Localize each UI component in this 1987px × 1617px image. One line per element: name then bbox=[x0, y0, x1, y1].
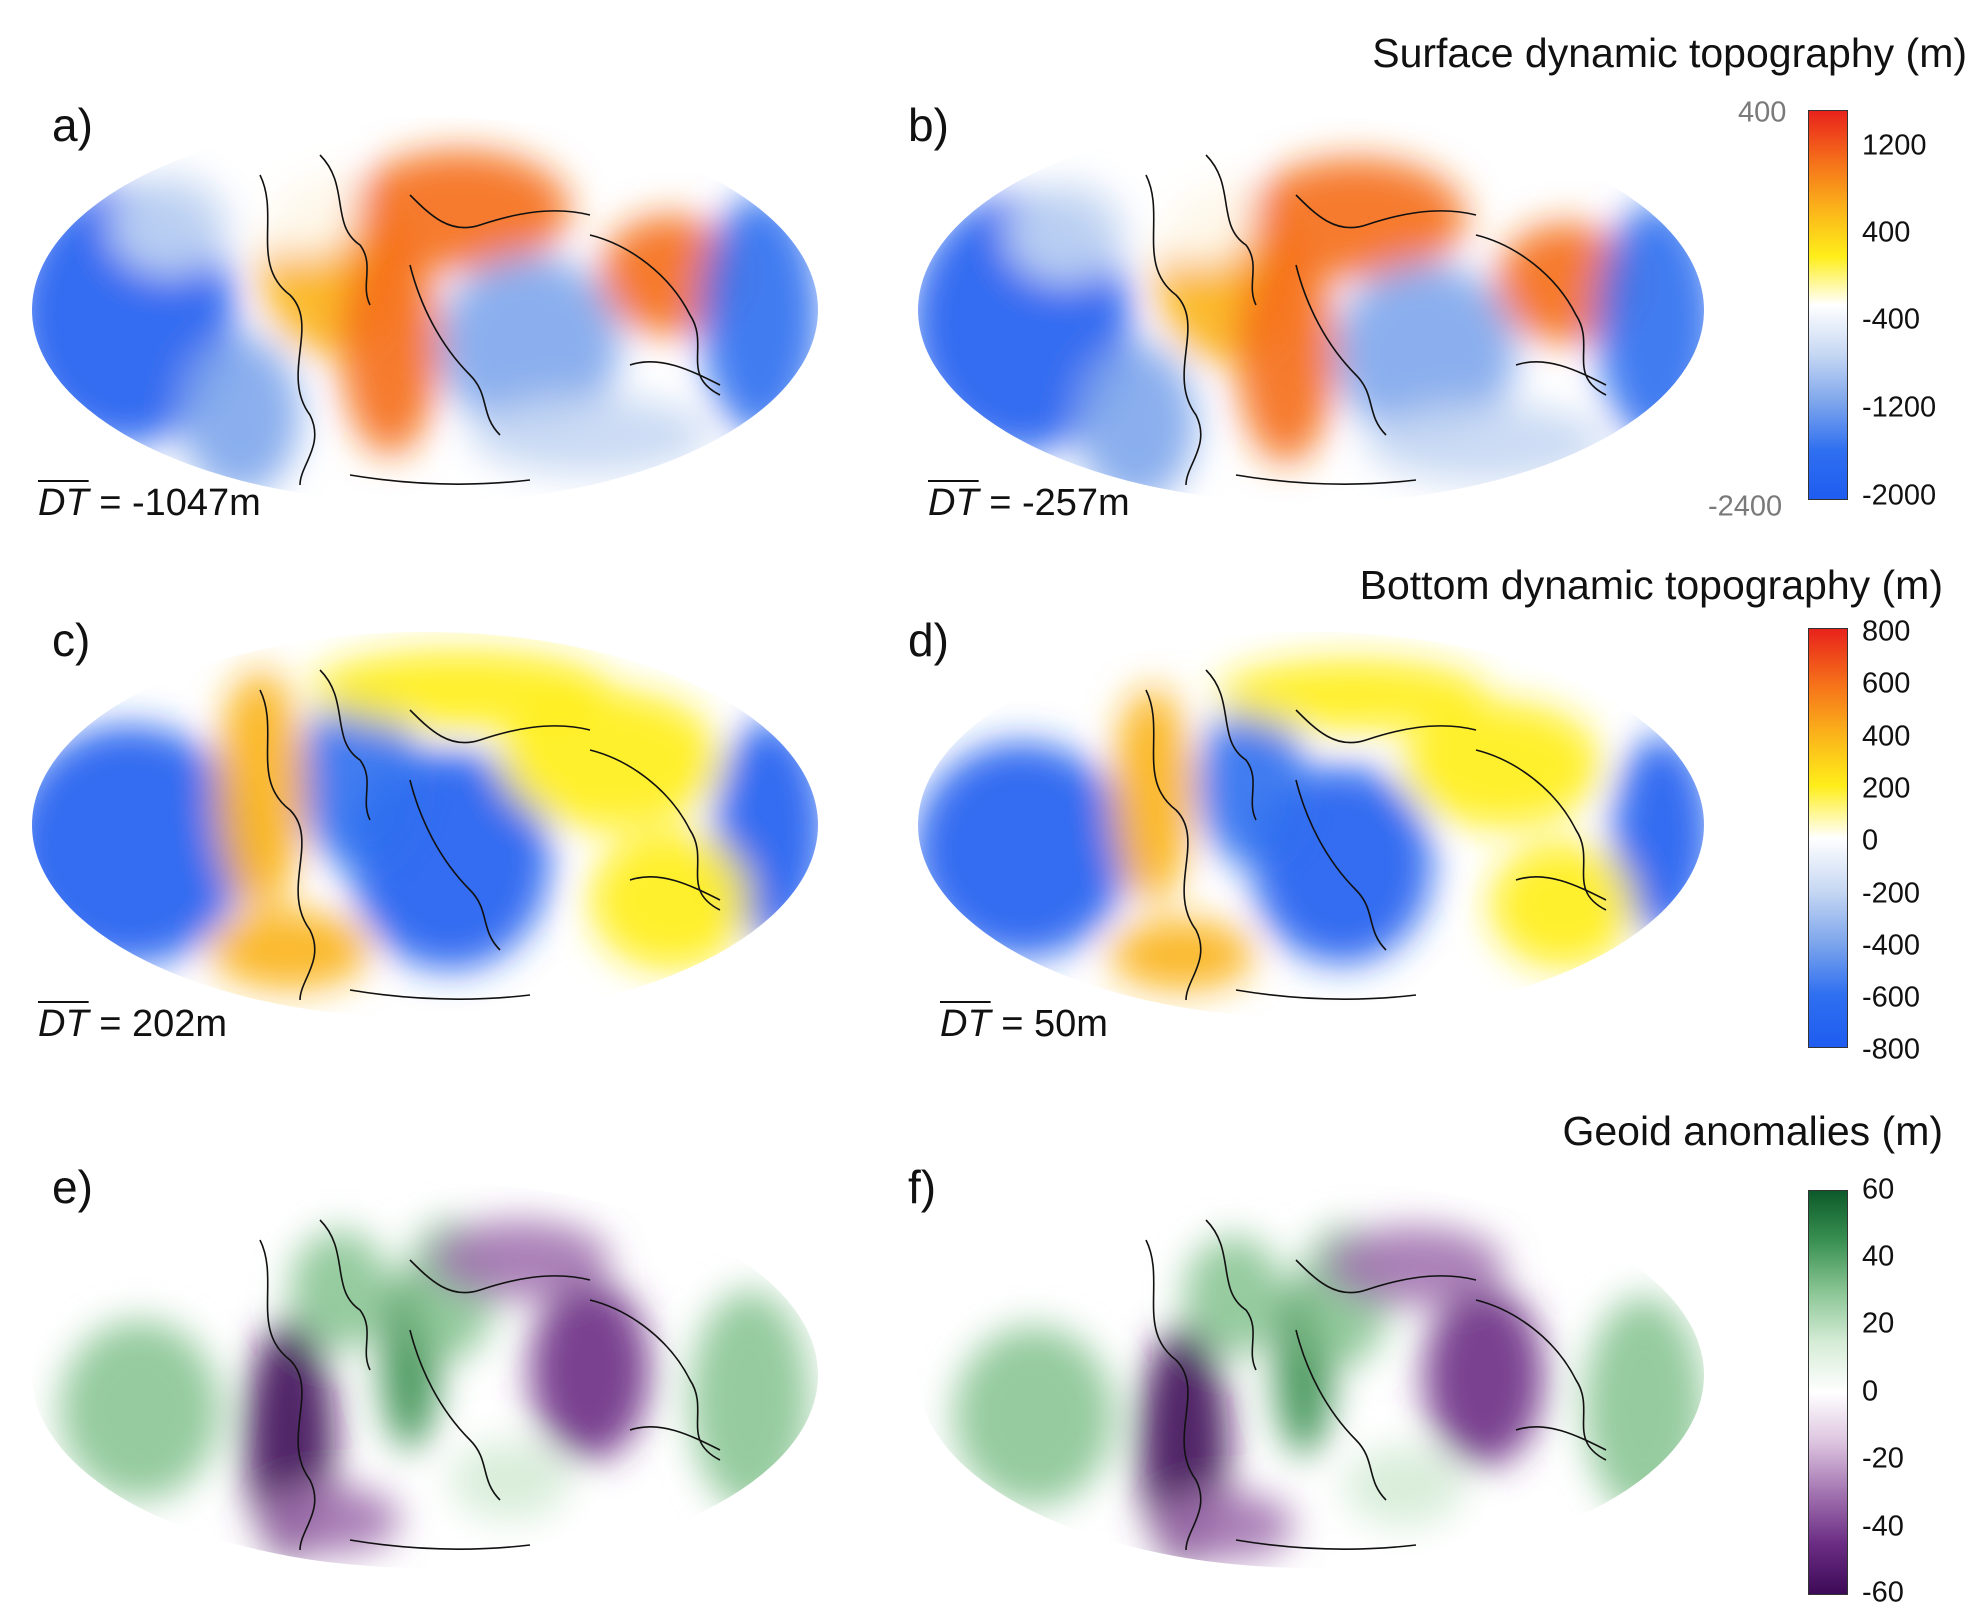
geoid-tick: 60 bbox=[1862, 1174, 1894, 1207]
bottom-tick: -800 bbox=[1862, 1034, 1920, 1067]
geoid-tick: 40 bbox=[1862, 1241, 1894, 1274]
bottom-tick: 800 bbox=[1862, 616, 1910, 649]
surface-tick: -1200 bbox=[1862, 392, 1936, 425]
geoid-title: Geoid anomalies (m) bbox=[1562, 1108, 1943, 1155]
map-panel-c bbox=[30, 630, 820, 1020]
bottom-tick: 200 bbox=[1862, 773, 1910, 806]
map-panel-f bbox=[916, 1180, 1706, 1570]
geoid-tick: -60 bbox=[1862, 1577, 1904, 1610]
surface-alt-top-label: 400 bbox=[1738, 97, 1786, 130]
bottom-tick: 400 bbox=[1862, 721, 1910, 754]
geoid-tick: -20 bbox=[1862, 1443, 1904, 1476]
dt-label-c: DT = 202m bbox=[38, 1003, 227, 1046]
surface-colorbar bbox=[1808, 110, 1848, 500]
bottom-tick: 600 bbox=[1862, 668, 1910, 701]
bottom-title: Bottom dynamic topography (m) bbox=[1360, 562, 1943, 609]
surface-tick: -2000 bbox=[1862, 480, 1936, 513]
dt-label-d: DT = 50m bbox=[940, 1003, 1108, 1046]
bottom-tick: -400 bbox=[1862, 930, 1920, 963]
bottom-tick: 0 bbox=[1862, 825, 1878, 858]
bottom-colorbar bbox=[1808, 628, 1848, 1048]
surface-tick: 1200 bbox=[1862, 130, 1927, 163]
geoid-colorbar bbox=[1808, 1190, 1848, 1595]
surface-alt-bottom-label: -2400 bbox=[1708, 491, 1782, 524]
dt-label-b: DT = -257m bbox=[928, 482, 1130, 525]
geoid-tick: 0 bbox=[1862, 1376, 1878, 1409]
map-panel-b bbox=[916, 115, 1706, 505]
surface-tick: 400 bbox=[1862, 217, 1910, 250]
surface-title: Surface dynamic topography (m) bbox=[1372, 30, 1967, 77]
map-panel-a bbox=[30, 115, 820, 505]
map-panel-d bbox=[916, 630, 1706, 1020]
map-panel-e bbox=[30, 1180, 820, 1570]
geoid-tick: 20 bbox=[1862, 1308, 1894, 1341]
bottom-tick: -200 bbox=[1862, 878, 1920, 911]
bottom-tick: -600 bbox=[1862, 982, 1920, 1015]
dt-label-a: DT = -1047m bbox=[38, 482, 261, 525]
surface-tick: -400 bbox=[1862, 304, 1920, 337]
geoid-tick: -40 bbox=[1862, 1511, 1904, 1544]
